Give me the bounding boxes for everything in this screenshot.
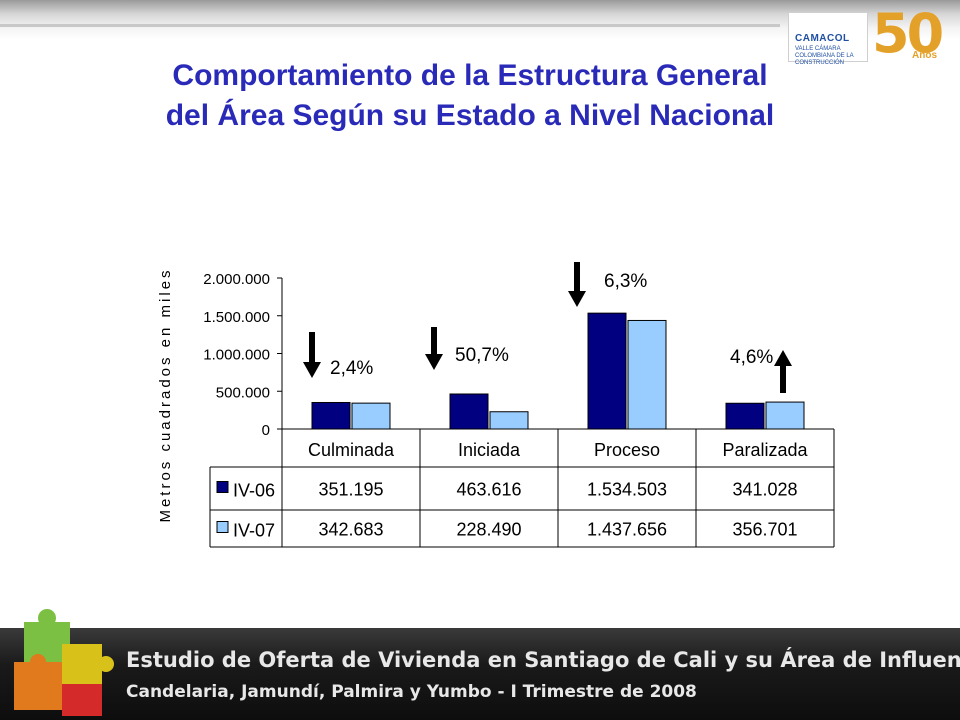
x-category-label: Proceso [594,440,660,460]
data-value-label: 1.534.503 [587,480,667,500]
up-arrow-icon-paralizada [774,350,792,366]
title-line-1: Comportamiento de la Estructura General [172,59,768,92]
data-value-label: 1.437.656 [587,520,667,540]
bar-iv-07-iniciada [489,411,529,430]
annotation-text-proceso: 6,3% [604,271,647,292]
down-arrow-shaft-iniciada [431,327,437,356]
x-category-label: Paralizada [722,440,808,460]
footer-subtitle: Candelaria, Jamundí, Palmira y Yumbo - I… [126,682,697,702]
data-value-label: 342.683 [318,520,383,540]
legend-swatch-iv-06 [216,481,229,493]
y-tick-label: 1.000.000 [203,347,270,364]
down-arrow-icon-iniciada [425,354,443,370]
x-category-label: Iniciada [458,440,521,460]
data-value-label: 356.701 [732,520,797,540]
bar-iv-06-iniciada [449,393,489,430]
puzzle-knob-orange [30,654,46,670]
bar-iv-06-proceso [587,312,627,430]
logo-brand: CAMACOL [795,33,850,44]
bar-iv-07-proceso [627,319,667,430]
bar-iv-07-culminada [351,402,391,430]
y-tick-label: 1.500.000 [203,309,270,326]
title-line-2: del Área Según su Estado a Nivel Naciona… [165,99,775,132]
legend-label-iv-07: IV-07 [233,521,275,541]
up-arrow-shaft-paralizada [780,364,786,393]
data-value-label: 351.195 [318,480,383,500]
logo-anniversary-years: Años [912,50,937,61]
y-axis-label: Metros cuadrados en miles [157,267,174,522]
footer-banner: Estudio de Oferta de Vivienda en Santiag… [0,628,960,720]
logo-box: CAMACOL VALLE CÁMARA COLOMBIANA DE LA CO… [788,12,868,66]
camacol-logo: CAMACOL VALLE CÁMARA COLOMBIANA DE LA CO… [788,2,956,66]
down-arrow-icon-proceso [568,291,586,307]
logo-subtitle: VALLE CÁMARA COLOMBIANA DE LA CONSTRUCCI… [795,46,854,66]
down-arrow-shaft-proceso [574,262,580,293]
banner-shine [0,24,780,27]
bar-iv-07-paralizada [765,401,805,430]
puzzle-piece-yellow [62,644,102,684]
legend-label-iv-06: IV-06 [233,481,275,501]
legend-swatch-iv-07 [216,521,229,533]
puzzle-knob-green [38,609,56,627]
footer-title: Estudio de Oferta de Vivienda en Santiag… [126,648,960,672]
x-category-label: Culminada [308,440,395,460]
data-value-label: 341.028 [732,480,797,500]
logo-anniversary-number: 50 [872,2,944,65]
y-tick-label: 2.000.000 [203,271,270,288]
y-tick-label: 0 [262,422,270,439]
page-title: Comportamiento de la Estructura General … [40,56,900,136]
annotation-text-iniciada: 50,7% [455,345,509,366]
puzzle-icon [14,609,114,716]
bar-iv-06-culminada [311,401,351,430]
y-tick-label: 500.000 [216,384,270,401]
down-arrow-shaft-culminada [309,332,315,364]
down-arrow-icon-culminada [303,362,321,378]
data-value-label: 228.490 [456,520,521,540]
puzzle-piece-red [62,684,102,716]
puzzle-knob-yellow [98,656,114,672]
annotation-text-culminada: 2,4% [330,358,373,379]
annotation-text-paralizada: 4,6% [730,347,773,368]
bar-iv-06-paralizada [725,402,765,430]
data-value-label: 463.616 [456,480,521,500]
